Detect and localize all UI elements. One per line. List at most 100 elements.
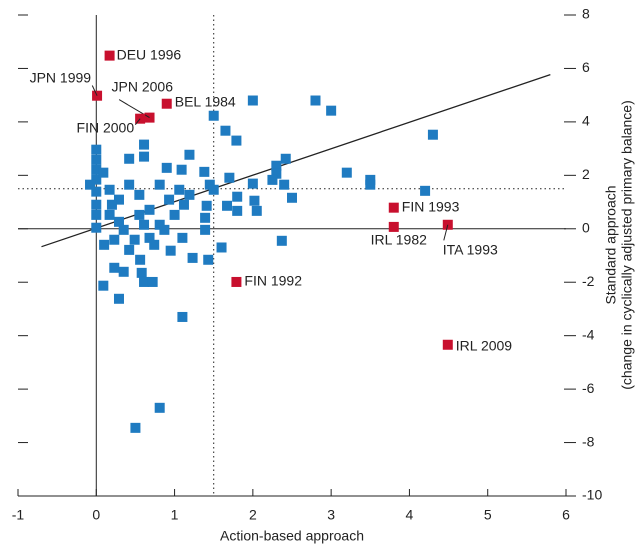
- point-label: JPN 2006: [112, 78, 174, 94]
- point: [113, 216, 124, 227]
- point: [124, 244, 135, 255]
- y-tick-label: -10: [582, 487, 602, 503]
- point: [113, 194, 124, 205]
- point: [118, 224, 129, 235]
- point: [184, 189, 195, 200]
- y-tick-label: 0: [582, 219, 590, 235]
- x-tick-label: 3: [327, 507, 335, 523]
- point: [91, 144, 102, 155]
- point: [147, 276, 158, 287]
- point: [99, 239, 110, 250]
- point: [365, 179, 376, 190]
- y-tick-label: 4: [582, 113, 590, 129]
- point: [91, 199, 102, 210]
- point: [220, 125, 231, 136]
- point: [388, 202, 399, 213]
- point: [161, 162, 172, 173]
- point-label: ITA 1993: [443, 241, 498, 257]
- point-label: FIN 1992: [244, 273, 302, 289]
- point: [271, 160, 282, 171]
- point: [164, 194, 175, 205]
- point: [154, 219, 165, 230]
- point: [247, 178, 258, 189]
- point: [91, 174, 102, 185]
- point: [104, 50, 115, 61]
- point: [91, 209, 102, 220]
- point: [139, 219, 150, 230]
- point: [388, 221, 399, 232]
- point: [129, 234, 140, 245]
- y-tick-label: 6: [582, 59, 590, 75]
- point: [91, 186, 102, 197]
- point: [222, 200, 233, 211]
- point: [208, 110, 219, 121]
- y-tick-label: -6: [582, 380, 595, 396]
- point: [177, 311, 188, 322]
- point: [149, 239, 160, 250]
- point: [251, 205, 262, 216]
- leader-line: [443, 224, 449, 241]
- point: [442, 339, 453, 350]
- x-tick-label: 2: [249, 507, 257, 523]
- point: [249, 195, 260, 206]
- point: [104, 209, 115, 220]
- point: [187, 252, 198, 263]
- point: [427, 129, 438, 140]
- point: [276, 235, 287, 246]
- point-label: DEU 1996: [117, 46, 182, 62]
- point: [106, 199, 117, 210]
- x-tick-label: 4: [406, 507, 414, 523]
- y-tick-label: -4: [582, 326, 595, 342]
- point-label: BEL 1984: [175, 93, 236, 109]
- point: [204, 179, 215, 190]
- point: [341, 167, 352, 178]
- point: [136, 267, 147, 278]
- leader-line: [134, 118, 141, 125]
- point: [159, 224, 170, 235]
- point: [232, 205, 243, 216]
- point: [124, 179, 135, 190]
- y-axis-label: Standard approach: [603, 185, 619, 304]
- point: [310, 95, 321, 106]
- point: [113, 293, 124, 304]
- point-label: IRL 2009: [456, 337, 513, 353]
- point: [271, 168, 282, 179]
- point: [91, 164, 102, 175]
- point: [267, 174, 278, 185]
- point: [231, 276, 242, 287]
- y-tick-label: 8: [582, 6, 590, 22]
- point: [420, 185, 431, 196]
- y-tick-label: -8: [582, 433, 595, 449]
- x-tick-label: -1: [12, 507, 25, 523]
- point: [139, 139, 150, 150]
- point-label: FIN 2000: [77, 119, 135, 135]
- point: [98, 167, 109, 178]
- point: [224, 172, 235, 183]
- point: [247, 95, 258, 106]
- y-tick-label: 2: [582, 166, 590, 182]
- point-label: JPN 1999: [30, 69, 92, 85]
- point: [154, 179, 165, 190]
- point: [91, 154, 102, 165]
- point: [154, 402, 165, 413]
- point: [174, 184, 185, 195]
- point: [287, 192, 297, 203]
- point: [279, 179, 290, 190]
- point: [135, 254, 146, 265]
- point: [199, 166, 210, 177]
- point: [161, 98, 172, 109]
- fit-line: [41, 73, 551, 248]
- y-tick-label: -2: [582, 273, 595, 289]
- point: [200, 224, 211, 235]
- point: [169, 209, 180, 220]
- x-axis-label: Action-based approach: [220, 528, 364, 544]
- point: [109, 262, 120, 273]
- x-tick-label: 5: [484, 507, 492, 523]
- x-tick-label: 0: [92, 507, 100, 523]
- y-axis-label: (change in cyclically adjusted primary b…: [619, 100, 635, 389]
- point: [134, 189, 145, 200]
- point: [177, 232, 188, 243]
- point-label: IRL 1982: [371, 232, 428, 248]
- point: [124, 153, 135, 164]
- point: [208, 184, 219, 195]
